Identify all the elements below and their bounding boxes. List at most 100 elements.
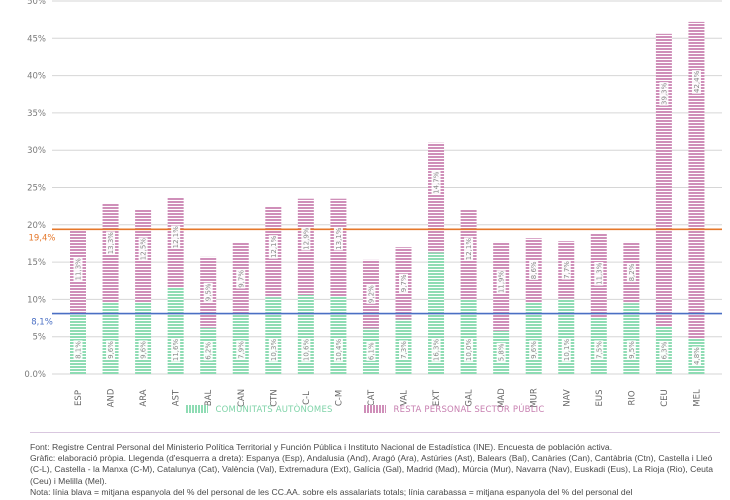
- legend-item-resta: RESTA PERSONAL SECTOR PÚBLIC: [363, 405, 545, 415]
- gridlines: [52, 0, 722, 375]
- value-label-text: 10,3%: [270, 339, 278, 362]
- value-label-bg: [73, 340, 83, 360]
- y-tick-label: 10%: [27, 295, 46, 305]
- chart-footnote: Font: Registre Central Personal del Mini…: [30, 432, 720, 498]
- value-label: 12,1%: [268, 235, 278, 259]
- value-label: 8,6%: [529, 260, 539, 280]
- bars: [70, 21, 705, 374]
- y-tick-label: 40%: [27, 72, 46, 82]
- value-label: 10,0%: [464, 338, 474, 362]
- value-label-bg: [73, 257, 83, 282]
- x-tick-label: EXT: [432, 389, 442, 406]
- legend-swatch-pink: [363, 405, 386, 413]
- value-label: 12,1%: [171, 225, 181, 249]
- value-label-text: 9,5%: [628, 341, 636, 359]
- value-label: 9,6%: [529, 340, 539, 360]
- value-label-text: 12,1%: [270, 235, 278, 258]
- value-label: 8,2%: [626, 262, 636, 283]
- value-label-bg: [301, 338, 311, 362]
- stacked-bar-chart: 0.0% 5% 10% 15% 20% 25% 30% 35% 40% 45% 50% 8,1% 19…: [24, 0, 722, 408]
- legend: COMUNITATS AUTÒNOMES RESTA PERSONAL SECT…: [0, 405, 730, 415]
- value-label-bg: [594, 262, 604, 286]
- value-label: 16,3%: [431, 338, 441, 362]
- value-label: 10,3%: [268, 338, 278, 362]
- value-label-bg: [203, 341, 213, 361]
- value-label-text: 8,2%: [628, 263, 636, 281]
- y-tick-label: 30%: [27, 146, 46, 156]
- value-label: 11,3%: [73, 257, 83, 282]
- legend-item-comunitats: COMUNITATS AUTÒNOMES: [185, 405, 333, 415]
- value-label-bg: [106, 231, 116, 255]
- x-tick-label: C-L: [302, 391, 312, 405]
- value-label: 7,9%: [236, 340, 246, 360]
- value-label: 42,4%: [691, 70, 701, 94]
- y-tick-label: 50%: [27, 0, 46, 7]
- x-tick-label: MAD: [497, 388, 507, 408]
- value-label-text: 10,0%: [465, 339, 473, 362]
- value-label-text: 13,1%: [335, 227, 343, 250]
- value-label: 6,2%: [203, 341, 213, 361]
- x-tick-label: CAN: [237, 389, 247, 407]
- value-label-text: 10,1%: [563, 339, 571, 362]
- x-tick-label: VAL: [400, 390, 410, 406]
- reference-lines: 8,1% 19,4%: [28, 228, 722, 328]
- x-tick-label: ESP: [74, 390, 84, 406]
- value-label-bg: [268, 338, 278, 362]
- value-label-bg: [333, 226, 343, 251]
- y-tick-label: 35%: [27, 109, 46, 119]
- value-label-text: 14,7%: [433, 171, 441, 194]
- value-label-bg: [496, 270, 506, 294]
- value-label: 9,6%: [138, 340, 148, 360]
- x-tick-label: BAL: [204, 390, 214, 407]
- footnote-legend: Gràfic: elaboració pròpia. Llegenda (d'e…: [30, 453, 714, 486]
- value-label-bg: [691, 346, 701, 366]
- legend-swatch-green: [185, 405, 208, 413]
- value-label-text: 9,5%: [205, 283, 213, 301]
- value-label: 10,1%: [561, 338, 571, 362]
- value-label-bg: [268, 235, 278, 259]
- value-label-bg: [626, 262, 636, 283]
- value-label: 8,1%: [73, 340, 83, 360]
- value-label: 9,7%: [236, 269, 246, 289]
- value-label-text: 11,9%: [498, 270, 506, 293]
- reference-line-label: 8,1%: [31, 318, 53, 328]
- value-label: 9,5%: [626, 340, 636, 360]
- value-label: 10,6%: [301, 338, 311, 362]
- value-label-text: 9,7%: [237, 270, 245, 288]
- x-tick-label: GAL: [465, 389, 475, 406]
- value-label: 6,3%: [659, 340, 669, 361]
- value-label-text: 9,6%: [107, 341, 115, 359]
- value-label: 6,1%: [366, 341, 376, 361]
- value-label-bg: [626, 340, 636, 360]
- y-axis-ticks: 0.0% 5% 10% 15% 20% 25% 30% 35% 40% 45% 50%: [24, 0, 46, 380]
- x-tick-label: EUS: [595, 390, 605, 407]
- value-label-text: 9,6%: [530, 341, 538, 359]
- value-label: 5,8%: [496, 342, 506, 362]
- value-label: 13,1%: [333, 226, 343, 251]
- value-label-bg: [366, 341, 376, 361]
- value-label-text: 7,5%: [595, 341, 603, 359]
- value-label-text: 39,3%: [660, 82, 668, 105]
- value-label-text: 6,1%: [367, 342, 375, 360]
- legend-label: RESTA PERSONAL SECTOR PÚBLIC: [393, 405, 545, 415]
- value-label-text: 7,3%: [400, 341, 408, 359]
- value-label-text: 6,2%: [205, 342, 213, 360]
- value-label-text: 13,3%: [107, 232, 115, 255]
- x-tick-label: ARA: [139, 389, 149, 406]
- value-label-bg: [529, 260, 539, 280]
- x-tick-label: C-M: [334, 390, 344, 406]
- value-label: 9,2%: [366, 284, 376, 304]
- value-labels: 8,1% 11,3% 9,6% 13,3% 9,6% 12,5% 11,6% 12,1% 6,2…: [73, 70, 701, 366]
- value-label-text: 7,7%: [563, 261, 571, 279]
- value-label-text: 11,6%: [172, 339, 180, 362]
- value-label: 11,3%: [594, 262, 604, 286]
- value-label: 9,7%: [399, 273, 408, 293]
- value-label-bg: [659, 82, 669, 106]
- value-label: 11,6%: [171, 338, 181, 362]
- value-label: 12,9%: [301, 226, 311, 251]
- value-label-bg: [138, 237, 148, 261]
- value-label-text: 7,9%: [237, 341, 245, 359]
- value-label-bg: [561, 260, 571, 280]
- footnote-note: Nota: línia blava = mitjana espanyola de…: [30, 486, 633, 497]
- value-label: 7,3%: [399, 340, 408, 360]
